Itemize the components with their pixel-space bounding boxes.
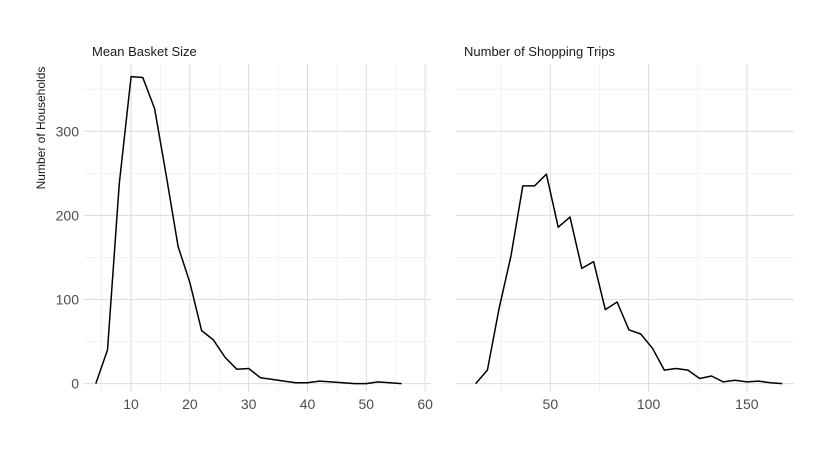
- panel-title: Mean Basket Size: [92, 44, 197, 59]
- x-tick-label: 50: [543, 396, 559, 412]
- x-tick-label: 10: [123, 396, 139, 412]
- x-tick-label: 150: [735, 396, 759, 412]
- series-line: [95, 75, 402, 385]
- y-tick-label: 200: [56, 207, 80, 223]
- y-tick-label: 100: [56, 291, 80, 307]
- y-tick-label: 300: [56, 123, 80, 139]
- x-tick-label: 30: [241, 396, 257, 412]
- x-tick-label: 40: [300, 396, 316, 412]
- panel-title: Number of Shopping Trips: [464, 44, 616, 59]
- x-tick-label: 50: [359, 396, 375, 412]
- panel-number-of-shopping-trips: 50 100 150 Number of Shopping Trips: [456, 44, 794, 412]
- x-tick-label: 60: [417, 396, 433, 412]
- panel-mean-basket-size: 0 100 200 300 10 20 30 40 50 60 Mean Basket Size: [56, 44, 433, 412]
- x-tick-label: 20: [182, 396, 198, 412]
- series-line: [475, 173, 783, 385]
- y-axis-title: Number of Households: [34, 67, 48, 190]
- y-tick-label: 0: [71, 376, 79, 392]
- x-tick-label: 100: [637, 396, 661, 412]
